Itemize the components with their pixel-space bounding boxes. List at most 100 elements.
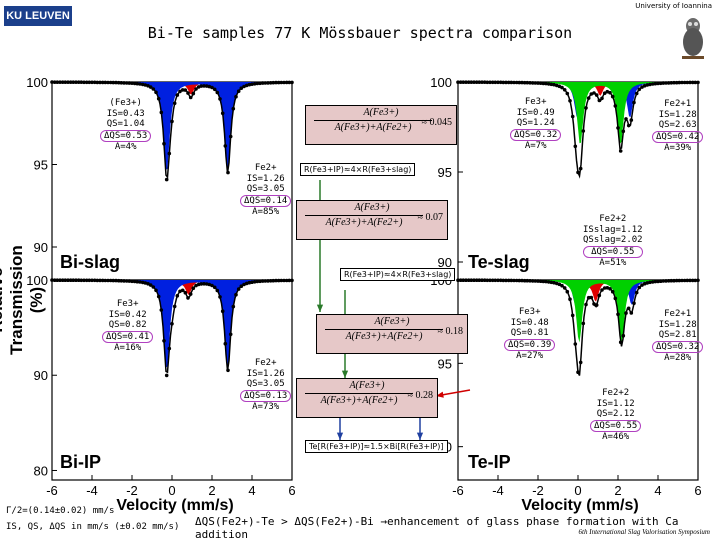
ratio-box-teip: A(Fe3+) A(Fe3+)+A(Fe2+) ≈ 0.28 [296, 378, 438, 418]
data-point [156, 294, 161, 299]
data-point [164, 373, 169, 378]
data-point [266, 81, 270, 85]
data-point [509, 278, 514, 283]
data-point [276, 278, 281, 283]
data-point [576, 170, 580, 175]
data-point [228, 134, 233, 139]
data-point [247, 82, 252, 87]
ku-leuven-logo: KU LEUVEN [4, 6, 72, 26]
data-point [103, 278, 108, 283]
data-point [71, 80, 76, 84]
data-point [597, 293, 602, 298]
data-point [605, 286, 610, 290]
data-point [488, 278, 492, 283]
data-point [682, 80, 687, 85]
data-point [685, 80, 690, 85]
data-point [586, 295, 591, 300]
data-point [653, 279, 658, 284]
ratio-numerator: A(Fe3+) [349, 380, 385, 391]
data-point [594, 303, 599, 307]
data-point [183, 290, 188, 295]
data-point [493, 278, 498, 283]
data-point [664, 279, 668, 283]
data-point [485, 278, 490, 283]
data-point [656, 279, 660, 284]
data-point [501, 80, 506, 85]
data-point [482, 278, 487, 283]
ratio-denominator: A(Fe3+)+A(Fe2+) [325, 329, 443, 344]
data-point [501, 278, 506, 283]
data-point [680, 80, 684, 85]
y-tick-label: 95 [438, 356, 452, 371]
data-point [474, 278, 479, 283]
data-point [135, 81, 140, 86]
data-point [66, 80, 70, 84]
data-point [693, 278, 698, 283]
data-point [194, 87, 198, 91]
annotation-biip-fe3: Fe3+ IS=0.42 QS=0.82 ΔQS=0.41 A=16% [102, 299, 154, 354]
data-point [68, 278, 73, 283]
ratio-value: ≈ 0.28 [407, 390, 434, 401]
owl-logo-icon [682, 18, 704, 59]
data-point [586, 96, 591, 100]
data-point [290, 278, 294, 283]
data-point [55, 80, 60, 84]
data-point [159, 110, 164, 115]
data-point [560, 85, 564, 90]
data-point [621, 129, 626, 134]
data-point [258, 81, 262, 86]
annotation-line: A=4% [114, 142, 137, 152]
data-point [490, 278, 495, 283]
data-point [68, 80, 73, 84]
annotation-teslag-fe3: Fe3+ IS=0.49 QS=1.24 ΔQS=0.32 A=7% [510, 97, 562, 152]
data-point [231, 304, 236, 309]
ratio-box-biip: A(Fe3+) A(Fe3+)+A(Fe2+) ≈ 0.18 [316, 314, 468, 354]
data-point [578, 360, 583, 365]
data-point [127, 279, 132, 283]
y-tick-label: 100 [430, 75, 452, 90]
ratio-box-bislag: A(Fe3+) A(Fe3+)+A(Fe2+) ≈ 0.045 [305, 105, 457, 145]
data-point [621, 333, 626, 338]
data-point [279, 80, 284, 85]
data-point [645, 83, 650, 87]
annotation-line: QS=2.81 [658, 330, 697, 340]
data-point [63, 278, 68, 283]
data-point [525, 278, 530, 283]
data-point [154, 288, 158, 293]
data-point [239, 284, 244, 289]
data-point [624, 311, 628, 315]
data-point [605, 89, 610, 94]
data-point [250, 82, 254, 86]
data-point [207, 282, 212, 287]
data-point [151, 285, 156, 289]
data-point [132, 81, 137, 86]
annotation-biip-fe2: Fe2+ IS=1.26 QS=3.05 ΔQS=0.13 A=73% [240, 358, 292, 413]
annotation-line: ΔQS=0.14 [240, 194, 292, 207]
data-point [287, 278, 292, 283]
data-point [658, 81, 663, 86]
footer-line1: Γ/2=(0.14±0.02) mm/s [6, 506, 115, 516]
data-point [541, 81, 546, 86]
data-point [514, 278, 519, 283]
data-point [146, 282, 150, 286]
data-point [188, 292, 193, 296]
data-point [669, 278, 674, 283]
data-point [525, 80, 530, 85]
data-point [103, 80, 108, 85]
data-point [488, 80, 492, 85]
data-point [58, 278, 62, 283]
data-point [517, 278, 522, 283]
data-point [466, 278, 471, 283]
data-point [552, 82, 556, 87]
annotation-line: A=27% [516, 351, 544, 361]
data-point [92, 278, 97, 283]
annotation-line: IS=0.43 [106, 108, 145, 119]
data-point [560, 283, 564, 288]
data-point [469, 80, 474, 84]
data-point [60, 278, 65, 283]
data-point [482, 80, 487, 84]
annotation-line: A=85% [252, 207, 280, 217]
data-point [95, 80, 100, 85]
data-point [279, 278, 284, 283]
data-point [111, 80, 116, 85]
